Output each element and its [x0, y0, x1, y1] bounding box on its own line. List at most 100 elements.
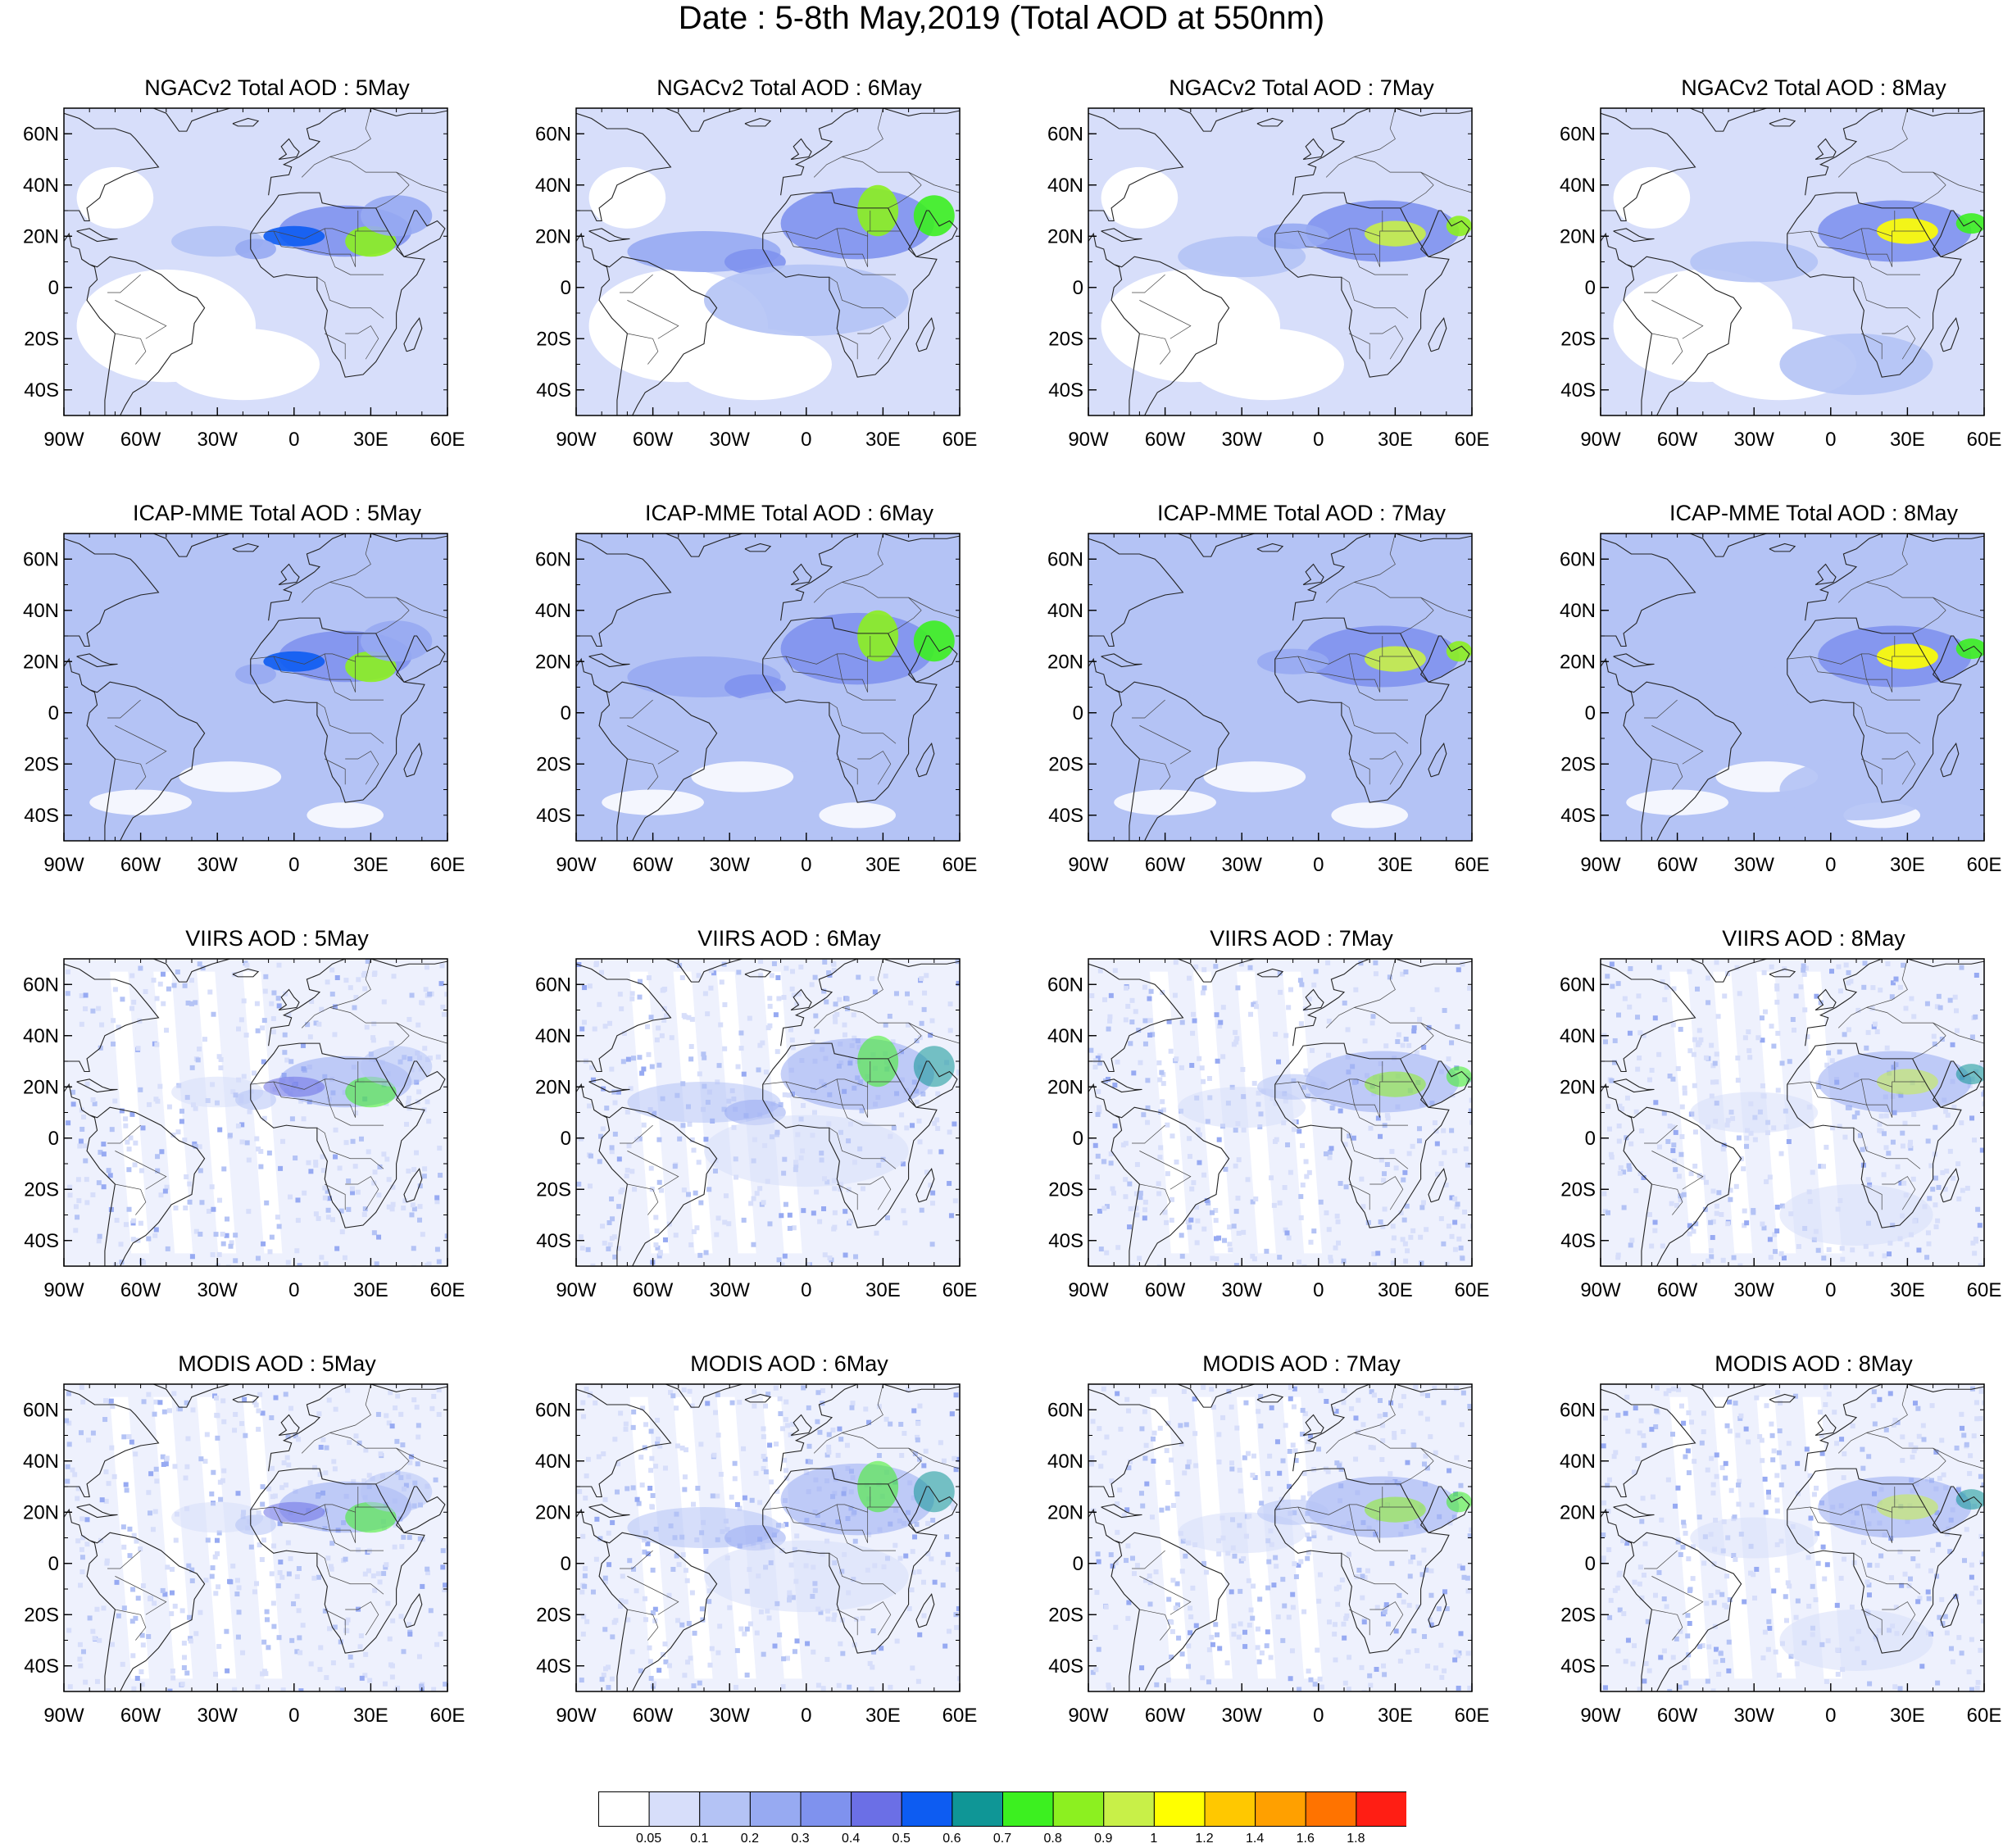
- map-plot: 60N 40N 20N 0 20S 40S 90W 60W 30W 0 30E 60E: [535, 107, 977, 451]
- map-panel-ngacv2-4: NGACv2 Total AOD : 8May 60N 40N 20N 0 20S 40S 9…: [1560, 75, 2003, 502]
- lon-tick-label: 90W: [43, 1279, 84, 1301]
- lat-tick-label: 40S: [24, 379, 59, 402]
- map-panel-modis-2: MODIS AOD : 6May 60N 40N 20N 0 20S 40S 90W 60W 30…: [535, 1351, 1002, 1778]
- lat-tick-label: 40S: [536, 1230, 571, 1252]
- aod-field: [576, 108, 960, 415]
- lat-tick-label: 20S: [536, 1178, 571, 1201]
- lon-tick-label: 0: [288, 1279, 299, 1301]
- map-plot: 60N 40N 20N 0 20S 40S 90W 60W 30W 0 30E 60E: [23, 958, 465, 1301]
- lon-tick-label: 60W: [1657, 854, 1698, 876]
- map-panel-viirs-1: VIIRS AOD : 5May 60N 40N 20N 0 20S 40S 90W 60W 30…: [23, 926, 490, 1352]
- lon-tick-label: 0: [288, 854, 299, 876]
- lon-tick-label: 60E: [1967, 1279, 2002, 1301]
- lat-tick-label: 40N: [535, 1025, 571, 1047]
- lat-tick-label: 60N: [535, 1399, 571, 1421]
- colorbar-label: 1.8: [1347, 1832, 1365, 1846]
- lon-tick-label: 0: [1825, 1279, 1836, 1301]
- map-plot: 60N 40N 20N 0 20S 40S 90W 60W 30W 0 30E 60E: [1560, 107, 2001, 451]
- lon-tick-label: 90W: [43, 429, 84, 451]
- lat-tick-label: 20N: [23, 1501, 59, 1523]
- lon-tick-label: 30W: [1734, 429, 1775, 451]
- lon-tick-label: 30E: [353, 1705, 388, 1727]
- lon-tick-label: 30W: [1734, 1705, 1775, 1727]
- aod-field: [1601, 534, 1984, 841]
- lat-tick-label: 0: [1073, 277, 1083, 299]
- lon-tick-label: 30E: [1890, 1705, 1925, 1727]
- map-plot: 60N 40N 20N 0 20S 40S 90W 60W 30W 0 30E 60E: [1560, 958, 2001, 1301]
- lat-tick-label: 40N: [23, 1025, 59, 1047]
- lat-tick-label: 0: [48, 702, 59, 724]
- colorbar-swatch: [851, 1791, 902, 1827]
- lon-tick-label: 30W: [1734, 1279, 1775, 1301]
- aod-field: [576, 959, 960, 1266]
- map-panel-icap-mme-1: ICAP-MME Total AOD : 5May 60N 40N 20N 0 20S 40…: [23, 501, 490, 927]
- lon-tick-label: 60W: [1145, 1705, 1186, 1727]
- lon-tick-label: 0: [1313, 1279, 1324, 1301]
- lat-tick-label: 20N: [535, 1076, 571, 1098]
- map-plot: 60N 40N 20N 0 20S 40S 90W 60W 30W 0 30E 60E: [23, 107, 465, 451]
- lon-tick-label: 60W: [633, 1279, 674, 1301]
- lon-tick-label: 60W: [1657, 1705, 1698, 1727]
- panel-title: ICAP-MME Total AOD : 7May: [1156, 501, 1447, 525]
- map-plot: 60N 40N 20N 0 20S 40S 90W 60W 30W 0 30E 60E: [1560, 533, 2001, 876]
- lat-tick-label: 0: [48, 1553, 59, 1575]
- lat-tick-label: 40N: [1560, 1451, 1596, 1473]
- aod-field: [576, 534, 960, 841]
- lon-tick-label: 60W: [1657, 1279, 1698, 1301]
- lon-tick-label: 60E: [1967, 854, 2002, 876]
- panel-title: NGACv2 Total AOD : 7May: [1169, 75, 1434, 100]
- lon-tick-label: 60W: [633, 1705, 674, 1727]
- lon-tick-label: 90W: [43, 854, 84, 876]
- lat-tick-label: 60N: [23, 974, 59, 996]
- lat-tick-label: 40S: [1048, 379, 1083, 402]
- lat-tick-label: 0: [561, 1553, 571, 1575]
- lon-tick-label: 60W: [633, 429, 674, 451]
- lon-tick-label: 30W: [710, 1705, 751, 1727]
- lon-tick-label: 30E: [1890, 1279, 1925, 1301]
- map-panel-viirs-4: VIIRS AOD : 8May 60N 40N 20N 0 20S 40S 90W 60W 30…: [1560, 926, 2003, 1352]
- map-panel-ngacv2-3: NGACv2 Total AOD : 7May 60N 40N 20N 0 20S 40S 9…: [1047, 75, 1515, 502]
- lat-tick-label: 20S: [1048, 1604, 1083, 1626]
- lat-tick-label: 20N: [1047, 651, 1083, 673]
- lon-tick-label: 30W: [1222, 1279, 1263, 1301]
- aod-field: [1088, 1384, 1472, 1691]
- lon-tick-label: 30E: [353, 429, 388, 451]
- lon-tick-label: 90W: [43, 1705, 84, 1727]
- colorbar-swatch: [800, 1791, 852, 1827]
- lon-tick-label: 60W: [1145, 429, 1186, 451]
- colorbar-label: 1.2: [1195, 1832, 1213, 1846]
- lon-tick-label: 60E: [942, 429, 978, 451]
- lon-tick-label: 30E: [1890, 854, 1925, 876]
- lat-tick-label: 0: [561, 277, 571, 299]
- lon-tick-label: 60E: [1455, 854, 1490, 876]
- panel-title: VIIRS AOD : 7May: [1210, 926, 1393, 951]
- lat-tick-label: 20N: [1047, 225, 1083, 247]
- lon-tick-label: 60E: [1455, 1279, 1490, 1301]
- colorbar-label: 0.8: [1044, 1832, 1062, 1846]
- panel-title: NGACv2 Total AOD : 6May: [656, 75, 922, 100]
- lat-tick-label: 20S: [1560, 1178, 1596, 1201]
- lat-tick-label: 0: [48, 1128, 59, 1150]
- colorbar-swatch: [1103, 1791, 1155, 1827]
- lon-tick-label: 90W: [1068, 1705, 1109, 1727]
- lat-tick-label: 40S: [24, 805, 59, 827]
- lat-tick-label: 20N: [535, 225, 571, 247]
- map-plot: 60N 40N 20N 0 20S 40S 90W 60W 30W 0 30E 60E: [1047, 107, 1489, 451]
- lat-tick-label: 0: [1073, 702, 1083, 724]
- lon-tick-label: 0: [1313, 1705, 1324, 1727]
- lon-tick-label: 90W: [556, 429, 597, 451]
- lat-tick-label: 0: [1073, 1553, 1083, 1575]
- map-panel-ngacv2-1: NGACv2 Total AOD : 5May 60N 40N 20N 0 20S 40S 9…: [23, 75, 490, 502]
- colorbar-label: 0.4: [842, 1832, 860, 1846]
- lon-tick-label: 30E: [865, 854, 901, 876]
- panel-title: ICAP-MME Total AOD : 8May: [1669, 501, 1959, 525]
- map-panel-icap-mme-3: ICAP-MME Total AOD : 7May 60N 40N 20N 0 20S 40…: [1047, 501, 1515, 927]
- lat-tick-label: 60N: [1560, 123, 1596, 145]
- panel-title: MODIS AOD : 5May: [178, 1351, 376, 1376]
- lat-tick-label: 60N: [23, 548, 59, 570]
- lon-tick-label: 0: [801, 429, 811, 451]
- lat-tick-label: 0: [1585, 1553, 1596, 1575]
- aod-field: [1601, 1384, 1984, 1691]
- panel-title: NGACv2 Total AOD : 8May: [1681, 75, 1946, 100]
- lat-tick-label: 40N: [1560, 175, 1596, 197]
